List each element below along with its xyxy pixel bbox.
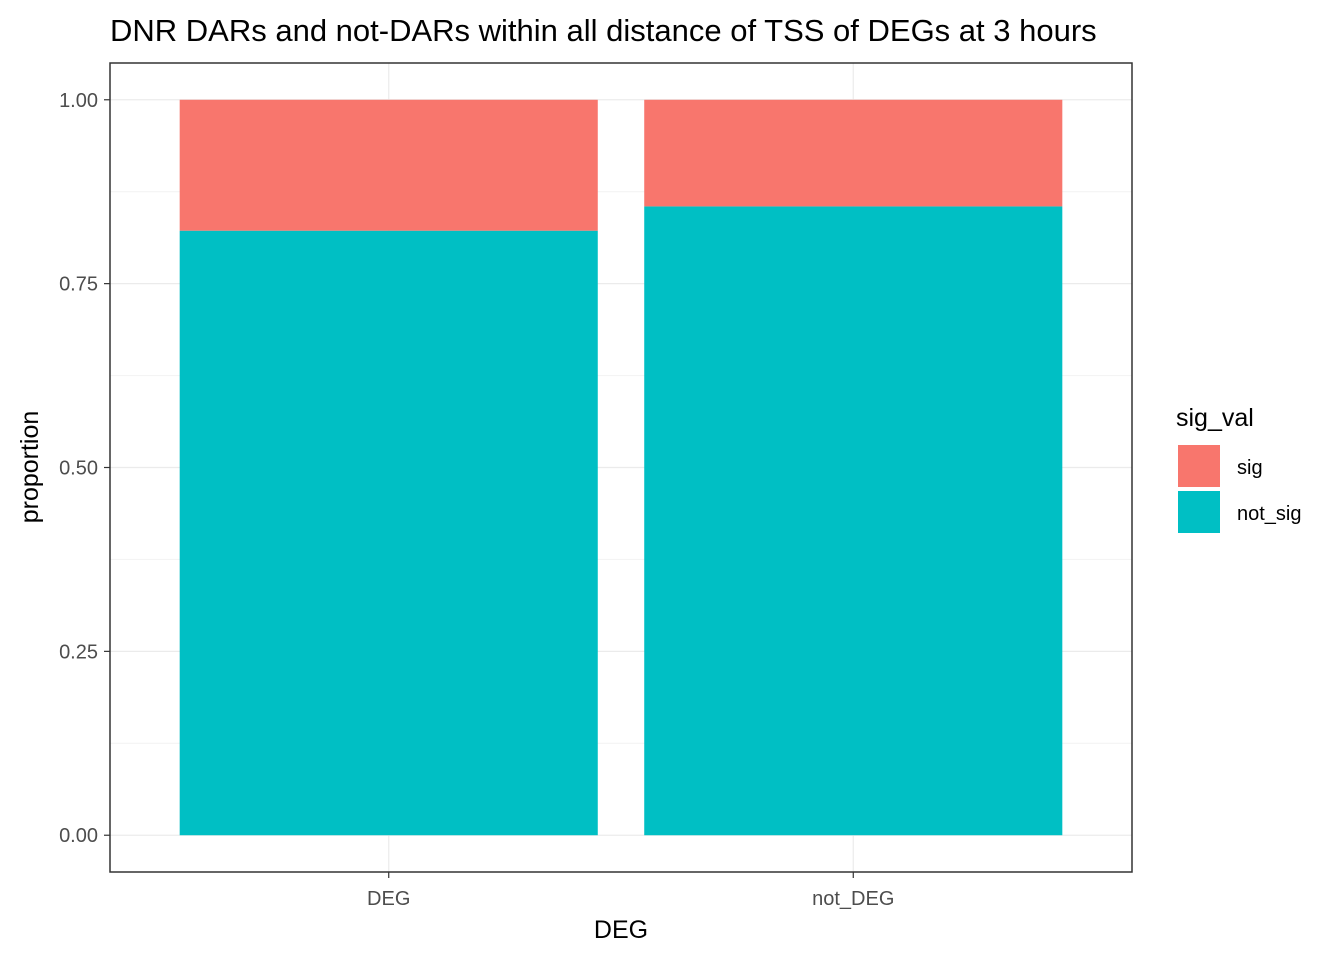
bar-not_sig-DEG xyxy=(179,230,598,836)
y-tick-label: 0.25 xyxy=(59,641,98,663)
bar-sig-not_DEG xyxy=(644,99,1063,207)
y-tick-label: 0.00 xyxy=(59,825,98,847)
y-axis: 0.00 0.25 0.50 0.75 1.00 xyxy=(59,90,110,847)
bar-sig-DEG xyxy=(179,99,598,231)
bar-layer xyxy=(179,99,1063,836)
y-tick-label: 0.75 xyxy=(59,274,98,296)
x-tick-label: not_DEG xyxy=(812,888,894,910)
bar-not_sig-not_DEG xyxy=(644,206,1063,836)
x-axis-title: DEG xyxy=(594,916,648,944)
legend-title: sig_val xyxy=(1176,404,1254,432)
legend-label-sig: sig xyxy=(1237,457,1263,479)
legend-label-not_sig: not_sig xyxy=(1237,503,1302,525)
legend-key-not_sig xyxy=(1178,491,1220,533)
chart-title: DNR DARs and not-DARs within all distanc… xyxy=(110,13,1097,48)
x-axis: DEG not_DEG xyxy=(367,872,894,910)
y-axis-title: proportion xyxy=(16,411,44,524)
x-tick-label: DEG xyxy=(367,888,410,910)
legend-entries: sig not_sig xyxy=(1178,445,1302,533)
legend-key-sig xyxy=(1178,445,1220,487)
legend: sig_val sig not_sig xyxy=(1176,404,1302,533)
y-tick-label: 1.00 xyxy=(59,90,98,112)
y-tick-label: 0.50 xyxy=(59,458,98,480)
